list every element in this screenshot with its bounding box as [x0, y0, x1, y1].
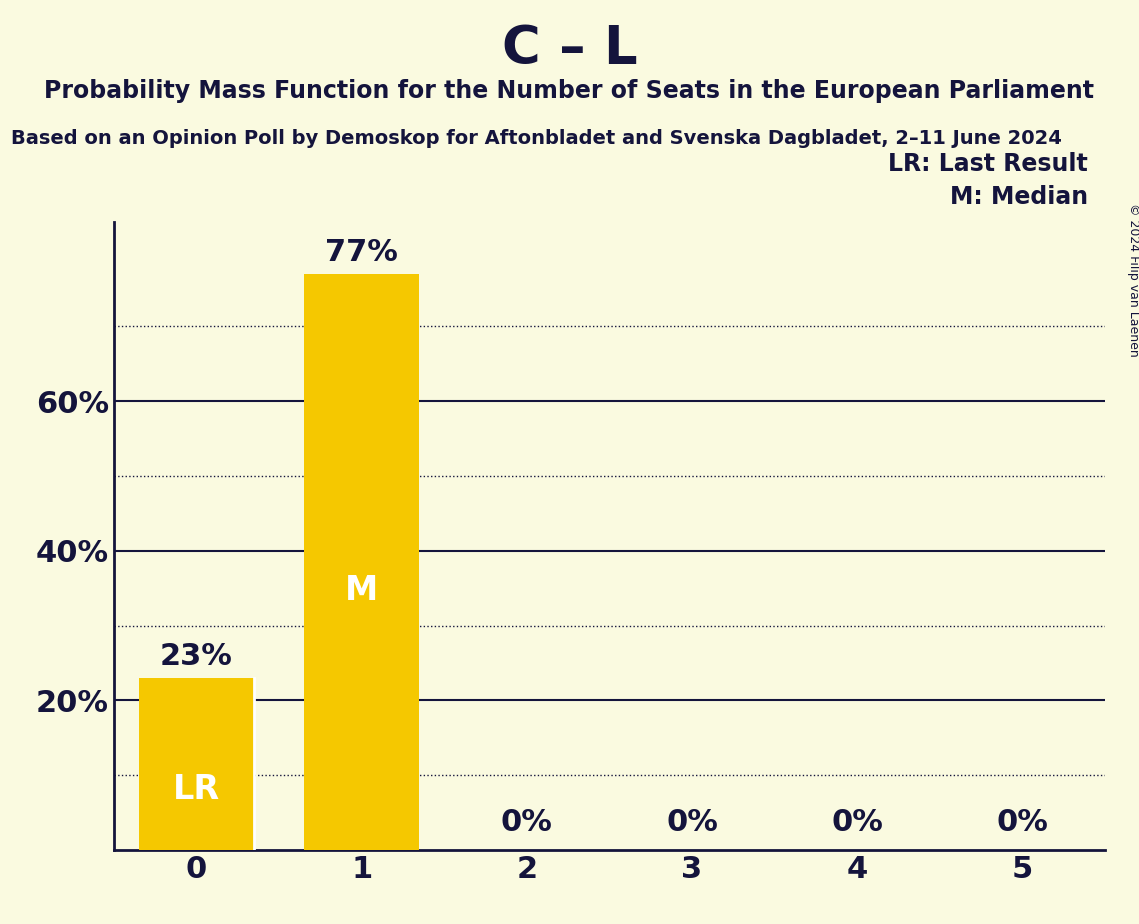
- Text: M: Median: M: Median: [950, 185, 1088, 209]
- Text: M: M: [345, 575, 378, 607]
- Text: Probability Mass Function for the Number of Seats in the European Parliament: Probability Mass Function for the Number…: [44, 79, 1095, 103]
- Text: 0%: 0%: [501, 808, 552, 836]
- Text: 0%: 0%: [997, 808, 1048, 836]
- Bar: [304, 274, 419, 850]
- Text: C – L: C – L: [501, 23, 638, 75]
- Text: LR: LR: [173, 773, 220, 807]
- Text: 77%: 77%: [326, 237, 398, 267]
- Text: 0%: 0%: [831, 808, 883, 836]
- Bar: [139, 678, 254, 850]
- Text: 0%: 0%: [666, 808, 718, 836]
- Text: © 2024 Filip van Laenen: © 2024 Filip van Laenen: [1126, 203, 1139, 357]
- Text: Based on an Opinion Poll by Demoskop for Aftonbladet and Svenska Dagbladet, 2–11: Based on an Opinion Poll by Demoskop for…: [11, 129, 1063, 149]
- Text: 23%: 23%: [161, 641, 232, 671]
- Text: LR: Last Result: LR: Last Result: [888, 152, 1088, 176]
